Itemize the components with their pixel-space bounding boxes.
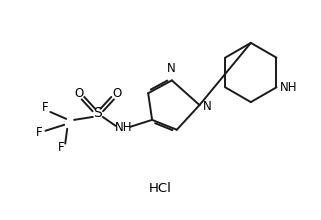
Text: F: F — [58, 141, 65, 154]
Text: NH: NH — [115, 121, 132, 134]
Text: NH: NH — [280, 81, 297, 94]
Text: O: O — [112, 87, 121, 100]
Text: S: S — [93, 106, 102, 120]
Text: N: N — [203, 100, 211, 113]
Text: F: F — [36, 126, 43, 139]
Text: HCl: HCl — [149, 182, 171, 196]
Text: F: F — [42, 101, 49, 114]
Text: N: N — [167, 62, 175, 75]
Text: O: O — [74, 87, 84, 100]
